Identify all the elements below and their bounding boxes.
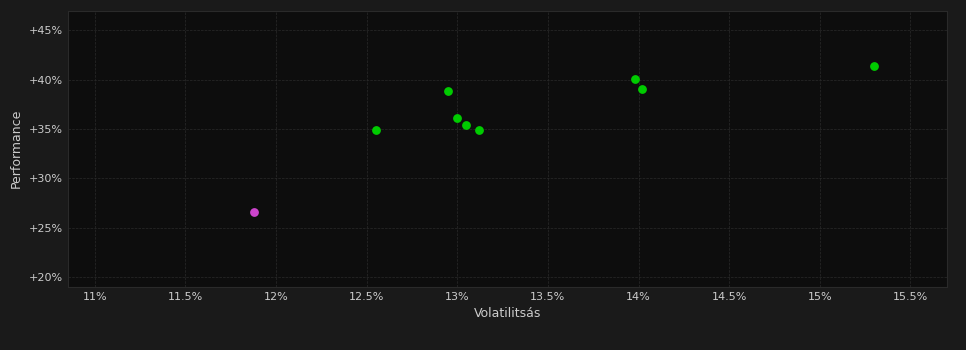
X-axis label: Volatilitsás: Volatilitsás [473, 307, 541, 320]
Point [440, 89, 456, 94]
Point [459, 122, 474, 128]
Point [368, 127, 384, 133]
Point [635, 86, 650, 91]
Point [449, 116, 465, 121]
Point [471, 127, 487, 133]
Y-axis label: Performance: Performance [10, 109, 23, 188]
Point [246, 209, 262, 215]
Point [867, 63, 882, 69]
Point [627, 76, 642, 82]
